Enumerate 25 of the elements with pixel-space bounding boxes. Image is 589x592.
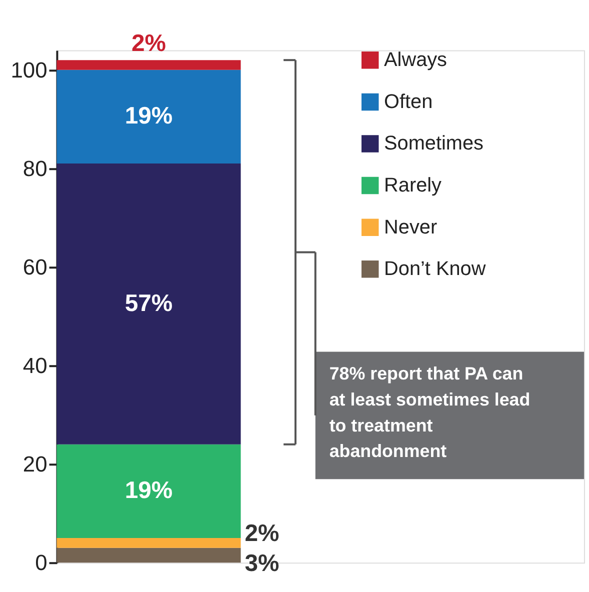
text: 78% report that PA can at least sometimes lead to treatment abandonment xyxy=(329,364,530,462)
legend-label: Always xyxy=(384,49,448,72)
legend-label: Often xyxy=(384,90,433,113)
y-tick-label: 100 xyxy=(10,57,48,82)
data-label: 3% xyxy=(244,550,280,578)
legend-label: Rarely xyxy=(384,174,442,197)
legend-label: Don’t Know xyxy=(384,258,486,280)
bar xyxy=(56,548,241,563)
data-label: 2% xyxy=(244,520,280,547)
y-tick-label: 60 xyxy=(22,254,48,280)
data-label: 19% xyxy=(124,477,173,504)
bar xyxy=(56,538,241,548)
bar xyxy=(56,60,241,70)
data-label: 57% xyxy=(124,290,173,317)
legend-label: Never xyxy=(384,216,438,238)
data-label: 2% xyxy=(132,30,166,58)
y-tick-label: 80 xyxy=(22,156,48,181)
y-tick-label: 0 xyxy=(35,550,48,576)
y-tick-label: 40 xyxy=(22,353,48,378)
bar xyxy=(56,164,241,444)
data-label: 19% xyxy=(124,102,173,130)
bar xyxy=(56,70,241,164)
y-tick-label: 20 xyxy=(22,452,48,477)
legend-label: Sometimes xyxy=(384,132,484,155)
bar xyxy=(56,444,241,538)
